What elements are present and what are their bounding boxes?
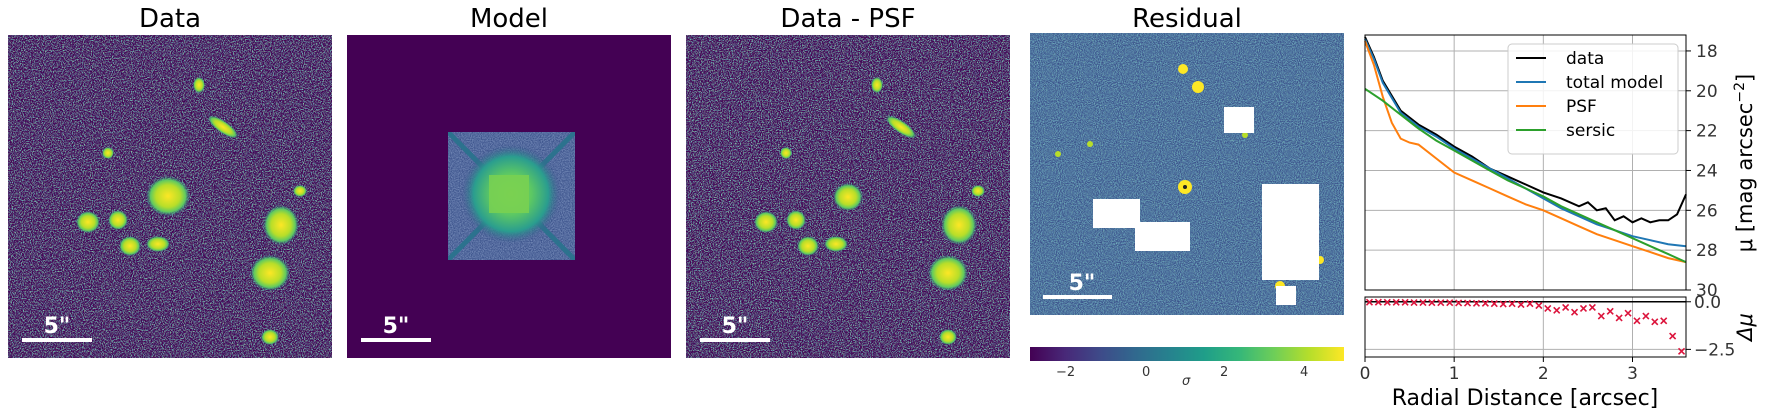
residual-point [1481,299,1489,307]
residual-point [1526,300,1534,308]
residual-point [1562,303,1570,312]
model-image: 5" [347,35,671,358]
x-tick-label: 1 [1449,364,1460,384]
residual-point [1365,298,1374,306]
residual-y-axis-label: Δμ [1733,313,1757,343]
residual-point [1455,299,1463,307]
residual-point [1401,298,1409,306]
surface-brightness-profile-chart: 18 20 22 24 26 28 30 0.0 −2.5 0 1 2 3 data total mo… [1360,34,1757,411]
residual-point [1410,298,1418,307]
colorbar-tick-label: 4 [1300,365,1309,380]
residual-point [1419,298,1427,307]
residual-point [1624,309,1632,317]
y-tick-label: 20 [1696,82,1718,102]
main-y-ticks: 18 20 22 24 26 28 30 [1686,42,1718,301]
residual-markers [1365,298,1686,355]
colorbar-label: σ [1182,374,1191,389]
scale-bar-label: 5" [722,314,749,339]
residual-point [1633,317,1641,325]
residual-point [1392,298,1400,306]
panel-title-data: Data [138,4,202,34]
profile-lines [1364,36,1687,264]
residual-point [1553,306,1561,314]
legend: data total model PSF sersic [1507,43,1679,155]
scale-bar-label: 5" [1069,271,1096,296]
residual-point [1651,318,1659,326]
residual-point [1588,303,1596,312]
y-tick-label: 0.0 [1694,293,1721,313]
residual-point [1383,298,1391,306]
main-axes-frame [1364,34,1687,291]
y-tick-label: −2.5 [1694,340,1735,360]
data-image-panel: 5" [8,35,332,358]
residual-point [1508,300,1516,308]
residual-point [1535,302,1543,310]
residual-point [1579,304,1588,312]
residual-point [1660,317,1668,325]
data-image: 5" [8,35,332,358]
residual-colorbar [1030,347,1344,361]
mask-region [1224,107,1254,133]
panel-title-data-psf: Data - PSF [780,4,916,34]
residual-point [1669,332,1677,340]
residual-point [1517,301,1525,309]
residual-image-panel: 5" [1030,33,1344,315]
residual-grid [1364,297,1686,357]
residual-point [1642,312,1650,320]
residual-point [1544,304,1552,312]
residual-point [1615,314,1623,322]
scale-bar-label: 5" [44,314,71,339]
residual-point [1428,299,1436,307]
series-line-data [1364,36,1687,224]
x-tick-label: 3 [1627,364,1638,384]
colorbar-tick-label: 0 [1142,365,1151,380]
colorbar-tick-label: −2 [1056,365,1076,380]
residual-point [1446,299,1454,307]
panel-title-residual: Residual [1132,4,1242,34]
colorbar-tick-label: 2 [1220,365,1229,380]
residual-point [1597,312,1605,320]
legend-label: sersic [1566,121,1615,141]
residual-point [1437,299,1445,307]
residual-point [1490,300,1498,308]
residual-x-ticks: 0 1 2 3 [1360,357,1638,384]
y-tick-label: 18 [1696,42,1718,62]
y-tick-label: 24 [1696,161,1718,181]
mask-region [1135,222,1190,251]
mask-region [1093,199,1140,228]
model-image-panel: 5" [347,35,671,358]
x-tick-label: 0 [1360,364,1371,384]
mask-region [1276,286,1296,305]
x-tick-label: 2 [1538,364,1549,384]
y-tick-label: 28 [1696,241,1718,261]
y-tick-label: 22 [1696,122,1718,142]
legend-label: data [1566,49,1604,69]
residual-y-ticks: 0.0 −2.5 [1686,293,1735,360]
residual-point [1374,298,1382,306]
residual-axes-frame [1364,296,1687,358]
series-line-PSF [1364,40,1687,264]
residual-point [1570,308,1579,316]
residual-point [1606,307,1614,315]
x-axis-label: Radial Distance [arcsec] [1392,386,1659,411]
residual-point [1472,299,1481,307]
residual-point [1499,300,1507,308]
panel-title-model: Model [469,4,549,34]
data-psf-image: 5" [686,35,1010,358]
legend-label: PSF [1566,97,1597,117]
series-line-sersic [1364,87,1687,264]
residual-point [1677,347,1686,355]
mask-region [1262,184,1319,280]
residual-point [1463,299,1472,307]
data-psf-image-panel: 5" [686,35,1010,358]
y-tick-label: 26 [1696,201,1718,221]
legend-box [1507,43,1679,155]
y-axis-label: μ [mag arcsec−2] [1732,74,1757,252]
residual-image: 5" [1030,33,1344,315]
y-tick-label: 30 [1696,281,1718,301]
scale-bar-label: 5" [383,314,410,339]
legend-label: total model [1566,73,1663,93]
